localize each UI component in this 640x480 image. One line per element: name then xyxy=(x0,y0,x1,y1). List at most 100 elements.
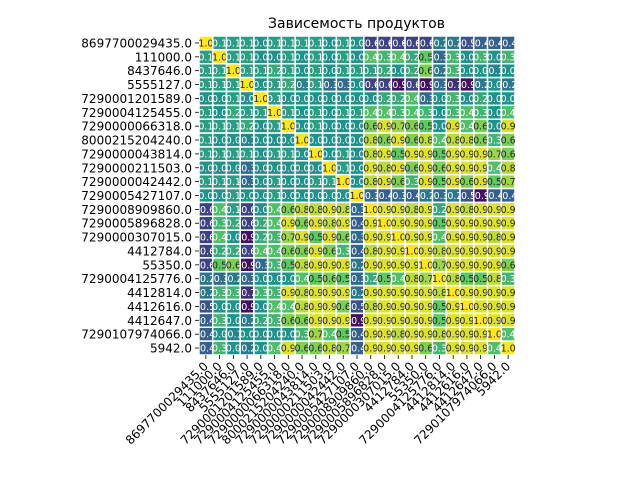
cell-value-label: 0.1 xyxy=(226,177,241,188)
cell-value-label: 0.9 xyxy=(473,219,488,230)
cell-value-label: -0.6 xyxy=(403,80,422,91)
cell-value-label: 0.8 xyxy=(391,330,406,341)
cell-value-label: 0.0 xyxy=(212,191,227,202)
cell-value-label: -0.4 xyxy=(403,191,422,202)
cell-value-label: 0.1 xyxy=(294,38,309,49)
cell-value-label: 0.3 xyxy=(377,52,392,63)
y-tick-label: 7290004125776.0 xyxy=(81,272,192,286)
cell-value-label: 0.4 xyxy=(267,302,282,313)
cell-value-label: 0.1 xyxy=(212,149,227,160)
cell-value-label: -0.3 xyxy=(416,94,435,105)
cell-value-label: 0.3 xyxy=(404,177,419,188)
cell-value-label: 0.9 xyxy=(294,233,309,244)
cell-value-label: -0.3 xyxy=(210,274,229,285)
cell-value-label: 1.0 xyxy=(267,108,282,119)
cell-value-label: 0.0 xyxy=(253,274,268,285)
cell-value-label: 0.0 xyxy=(267,136,282,147)
cell-value-label: -0.6 xyxy=(389,38,408,49)
cell-value-label: 0.0 xyxy=(349,80,364,91)
cell-value-label: 0.8 xyxy=(377,163,392,174)
cell-value-label: -0.2 xyxy=(238,316,257,327)
cell-value-label: -0.6 xyxy=(197,205,216,216)
cell-value-label: 0.9 xyxy=(501,288,516,299)
cell-value-label: 0.5 xyxy=(391,149,406,160)
cell-value-label: 1.0 xyxy=(198,38,213,49)
cell-value-label: 0.9 xyxy=(418,246,433,257)
cell-value-label: 0.3 xyxy=(212,344,227,355)
cell-value-label: 0.0 xyxy=(473,66,488,77)
cell-value-label: 0.8 xyxy=(487,233,502,244)
cell-value-label: 0.9 xyxy=(377,233,392,244)
y-tick-label: 7290000066318.0 xyxy=(81,120,192,134)
cell-value-label: 0.9 xyxy=(391,136,406,147)
cell-value-label: 0.8 xyxy=(404,274,419,285)
cell-value-label: 0.1 xyxy=(198,80,213,91)
cell-value-label: 0.1 xyxy=(226,38,241,49)
cell-value-label: 0.9 xyxy=(459,163,474,174)
cell-value-label: 0.3 xyxy=(212,288,227,299)
cell-value-label: 0.4 xyxy=(487,163,502,174)
cell-value-label: 0.1 xyxy=(240,52,255,63)
cell-value-label: 0.0 xyxy=(212,94,227,105)
cell-value-label: 0.2 xyxy=(253,233,268,244)
cell-value-label: 0.9 xyxy=(363,260,378,271)
cell-value-label: 0.9 xyxy=(473,163,488,174)
cell-value-label: 0.3 xyxy=(294,330,309,341)
cell-value-label: -0.2 xyxy=(444,191,463,202)
cell-value-label: 0.7 xyxy=(418,274,433,285)
cell-value-label: 0.0 xyxy=(322,66,337,77)
cell-value-label: 0.6 xyxy=(501,136,516,147)
cell-value-label: -0.4 xyxy=(197,316,216,327)
cell-value-label: 0.6 xyxy=(281,205,296,216)
cell-value-label: 0.8 xyxy=(432,246,447,257)
cell-value-label: 0.1 xyxy=(322,177,337,188)
cell-value-label: 0.9 xyxy=(418,149,433,160)
cell-value-label: -0.3 xyxy=(430,80,449,91)
cell-value-label: 0.7 xyxy=(336,344,351,355)
cell-value-label: 0.4 xyxy=(432,136,447,147)
cell-value-label: 0.9 xyxy=(377,316,392,327)
cell-value-label: -0.2 xyxy=(430,66,449,77)
cell-value-label: 0.8 xyxy=(432,288,447,299)
cell-value-label: 0.0 xyxy=(322,108,337,119)
cell-value-label: 0.1 xyxy=(308,80,323,91)
cell-value-label: 0.0 xyxy=(281,163,296,174)
cell-value-label: 0.4 xyxy=(294,274,309,285)
cell-value-label: 0.6 xyxy=(377,136,392,147)
cell-value-label: 1.0 xyxy=(473,316,488,327)
cell-value-label: 1.0 xyxy=(212,52,227,63)
cell-value-label: 0.8 xyxy=(432,330,447,341)
cell-value-label: 0.0 xyxy=(281,274,296,285)
cell-value-label: -0.9 xyxy=(238,233,257,244)
cell-value-label: 0.9 xyxy=(391,219,406,230)
cell-value-label: 0.9 xyxy=(363,330,378,341)
cell-value-label: 0.9 xyxy=(418,163,433,174)
cell-value-label: 0.0 xyxy=(322,52,337,63)
cell-value-label: 0.0 xyxy=(336,191,351,202)
cell-value-label: 1.0 xyxy=(240,80,255,91)
cell-value-label: 1.0 xyxy=(253,94,268,105)
cell-value-label: 0.9 xyxy=(473,288,488,299)
cell-value-label: -0.2 xyxy=(348,288,367,299)
cell-value-label: 0.0 xyxy=(294,108,309,119)
cell-value-label: 0.0 xyxy=(322,191,337,202)
cell-value-label: -0.6 xyxy=(197,260,216,271)
cell-value-label: 0.2 xyxy=(377,94,392,105)
cell-value-label: 0.9 xyxy=(459,288,474,299)
cell-value-label: 1.0 xyxy=(377,219,392,230)
cell-value-label: 0.0 xyxy=(281,136,296,147)
cell-value-label: 0.5 xyxy=(308,274,323,285)
cell-value-label: 0.8 xyxy=(308,205,323,216)
cell-value-label: 0.3 xyxy=(501,52,516,63)
cell-value-label: 0.4 xyxy=(377,108,392,119)
cell-value-label: 0.0 xyxy=(253,191,268,202)
cell-value-label: 0.9 xyxy=(281,288,296,299)
cell-value-label: 0.1 xyxy=(267,122,282,133)
y-tick-label: 8000215204240.0 xyxy=(81,134,192,148)
cell-value-label: 0.1 xyxy=(349,108,364,119)
cell-value-label: 0.9 xyxy=(473,233,488,244)
cell-value-label: 0.3 xyxy=(226,288,241,299)
cell-value-label: 0.0 xyxy=(487,108,502,119)
cell-value-label: 0.3 xyxy=(418,108,433,119)
cell-value-label: 0.7 xyxy=(432,260,447,271)
